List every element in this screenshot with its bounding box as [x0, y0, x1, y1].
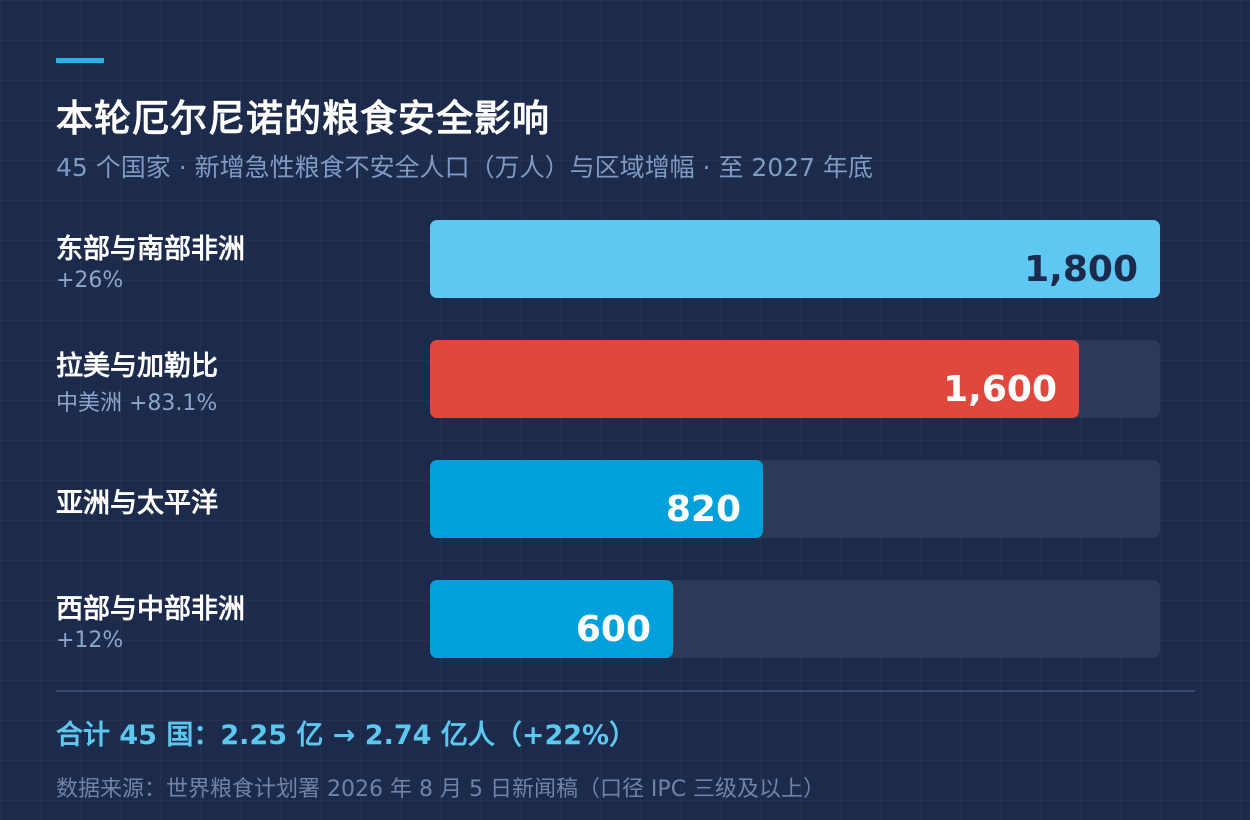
region-growth-note: 中美洲 +83.1% [56, 390, 218, 416]
summary-total: 合计 45 国：2.25 亿 → 2.74 亿人（+22%） [56, 720, 637, 751]
bar-track: 1,800 [430, 220, 1160, 298]
region-growth-note: +26% [56, 268, 124, 293]
region-name: 东部与南部非洲 [56, 234, 245, 265]
bar-track: 820 [430, 460, 1160, 538]
region-name: 西部与中部非洲 [56, 594, 245, 625]
bar-row: 拉美与加勒比中美洲 +83.1% 1,600 [0, 340, 1250, 420]
title-accent-rule [56, 58, 104, 63]
bar-value-label: 600 [575, 609, 651, 650]
bar-value-label: 1,600 [943, 369, 1057, 410]
bar-track: 600 [430, 580, 1160, 658]
region-name: 拉美与加勒比 [56, 350, 218, 382]
bar-category-label: 西部与中部非洲 +12% [56, 580, 416, 660]
bar-category-label: 东部与南部非洲 +26% [56, 220, 416, 300]
chart-subtitle: 45 个国家 · 新增急性粮食不安全人口（万人）与区域增幅 · 至 2027 年… [56, 153, 873, 182]
bar-row: 东部与南部非洲 +26% 1,800 [0, 220, 1250, 300]
region-name: 亚洲与太平洋 [56, 487, 218, 519]
region-growth-note: +12% [56, 628, 124, 653]
bar: 820 [430, 460, 763, 538]
bar-track: 1,600 [430, 340, 1160, 418]
divider-line [56, 690, 1195, 692]
bar-row: 亚洲与太平洋 820 [0, 460, 1250, 540]
bar: 1,600 [430, 340, 1079, 418]
source-note: 数据来源：世界粮食计划署 2026 年 8 月 5 日新闻稿（口径 IPC 三级… [56, 777, 826, 802]
chart-title: 本轮厄尔尼诺的粮食安全影响 [56, 97, 550, 140]
bar-category-label: 亚洲与太平洋 [56, 460, 416, 540]
bar-category-label: 拉美与加勒比中美洲 +83.1% [56, 340, 416, 420]
bar: 600 [430, 580, 673, 658]
bar-row: 西部与中部非洲 +12% 600 [0, 580, 1250, 660]
bar: 1,800 [430, 220, 1160, 298]
bar-value-label: 1,800 [1024, 249, 1138, 290]
bar-value-label: 820 [665, 489, 741, 530]
